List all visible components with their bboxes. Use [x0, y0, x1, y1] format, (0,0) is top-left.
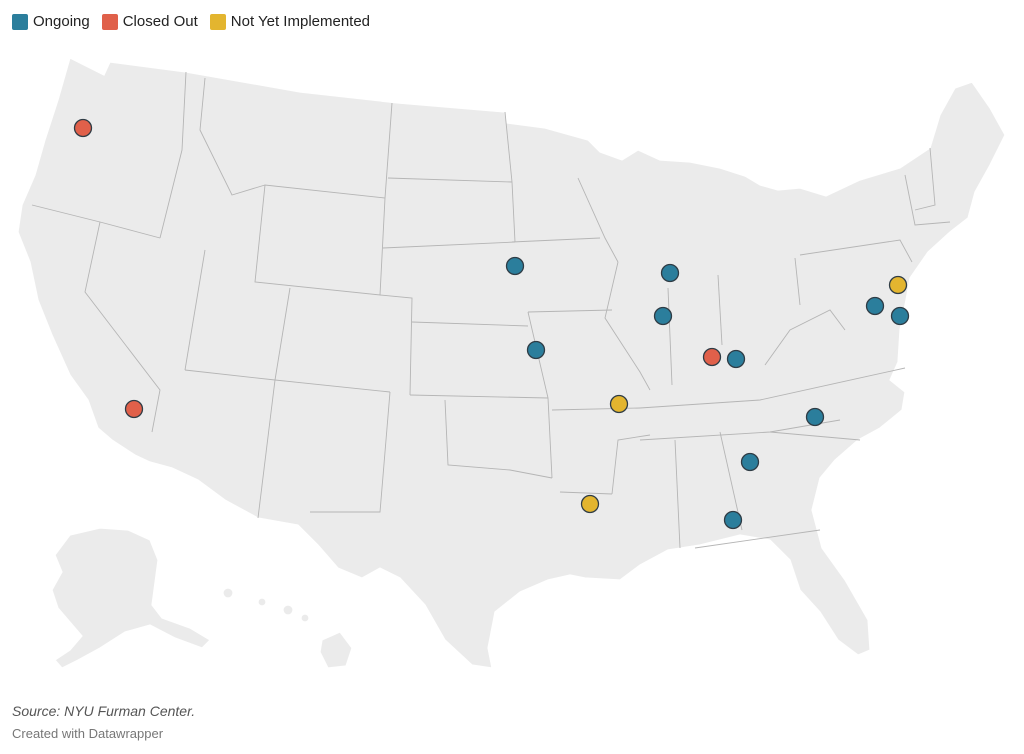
legend-item-not-yet-implemented[interactable]: Not Yet Implemented — [209, 13, 371, 30]
border-fl-ga — [694, 529, 821, 549]
border-oh-pa — [794, 257, 801, 306]
border-ok-tx — [444, 399, 553, 479]
border-la-ms — [611, 434, 651, 495]
us-map — [17, 57, 1006, 669]
marker-ongoing-lexington[interactable] — [726, 349, 746, 369]
border-mn-west — [504, 111, 516, 243]
marker-ongoing-omaha[interactable] — [505, 256, 525, 276]
border-in-oh — [717, 274, 723, 346]
marker-ongoing-birmingham[interactable] — [740, 452, 760, 472]
marker-not-yet-implemented-shreveport[interactable] — [580, 494, 600, 514]
marker-closed-out-portland[interactable] — [73, 118, 93, 138]
marker-closed-out-louisville[interactable] — [702, 347, 722, 367]
marker-ongoing-chicago[interactable] — [660, 263, 680, 283]
border-ia-mo — [527, 309, 613, 313]
credit-note: Created with Datawrapper — [12, 726, 164, 741]
hawaii-island-3 — [282, 604, 294, 616]
legend-label-ongoing: Ongoing — [33, 13, 90, 30]
legend-swatch-ongoing — [12, 13, 28, 30]
border-mt-dak — [384, 102, 393, 199]
legend-label-closed-out: Closed Out — [122, 13, 198, 30]
marker-ongoing-springfield[interactable] — [653, 306, 673, 326]
marker-ongoing-kansas-city[interactable] — [526, 340, 546, 360]
border-or-id — [159, 71, 187, 239]
border-ky-tn — [639, 367, 906, 409]
border-ny-ne — [904, 174, 951, 226]
marker-ongoing-baltimore[interactable] — [865, 296, 885, 316]
border-ar-la — [559, 491, 613, 495]
border-ms-al — [674, 439, 681, 549]
hawaii-island-4 — [300, 613, 310, 623]
contiguous-us-shape — [17, 57, 1006, 669]
border-nv-ut — [184, 249, 206, 371]
land-layer — [17, 57, 1006, 669]
border-pa-ny — [799, 239, 913, 263]
border-four-corners — [184, 369, 391, 393]
source-note: Source: NYU Furman Center. — [12, 703, 196, 719]
marker-closed-out-los-angeles[interactable] — [124, 399, 144, 419]
border-sd-ne — [382, 241, 516, 249]
legend-item-ongoing[interactable]: Ongoing — [12, 13, 90, 30]
hawaii-island-1 — [222, 587, 234, 599]
marker-layer — [73, 118, 910, 530]
legend-item-closed-out[interactable]: Closed Out — [101, 13, 198, 30]
border-wv — [764, 309, 846, 366]
border-wi-mi — [577, 177, 619, 263]
legend-swatch-closed-out — [101, 13, 118, 30]
map-legend: Ongoing Closed Out Not Yet Implemented — [12, 13, 382, 30]
border-ks-ok — [409, 394, 549, 399]
border-new-england — [914, 147, 936, 211]
border-ne-ks — [411, 321, 529, 327]
legend-swatch-not-yet-implemented — [209, 13, 226, 30]
marker-not-yet-implemented-springfield-mo[interactable] — [609, 394, 629, 414]
marker-ongoing-delaware[interactable] — [890, 306, 910, 326]
marker-not-yet-implemented-new-jersey[interactable] — [888, 275, 908, 295]
border-ut-co — [274, 287, 291, 381]
border-il-in — [667, 287, 673, 386]
border-co-ks — [379, 294, 413, 396]
border-nd-sd — [387, 177, 513, 183]
border-mo-west — [527, 311, 553, 479]
border-il-west — [604, 261, 651, 391]
marker-ongoing-charlotte[interactable] — [805, 407, 825, 427]
border-va-nc — [769, 431, 861, 441]
state-borders — [31, 71, 951, 549]
alaska-shape — [51, 527, 211, 669]
hawaii-island-5 — [319, 631, 353, 669]
legend-label-not-yet-implemented: Not Yet Implemented — [230, 13, 371, 30]
border-ca-nv — [84, 221, 161, 433]
marker-ongoing-montgomery[interactable] — [723, 510, 743, 530]
hawaii-island-2 — [257, 597, 267, 607]
border-nm-tx — [310, 391, 391, 513]
border-id-mt — [199, 77, 266, 196]
border-az-nm — [257, 379, 276, 519]
border-mn-ia — [511, 237, 601, 243]
